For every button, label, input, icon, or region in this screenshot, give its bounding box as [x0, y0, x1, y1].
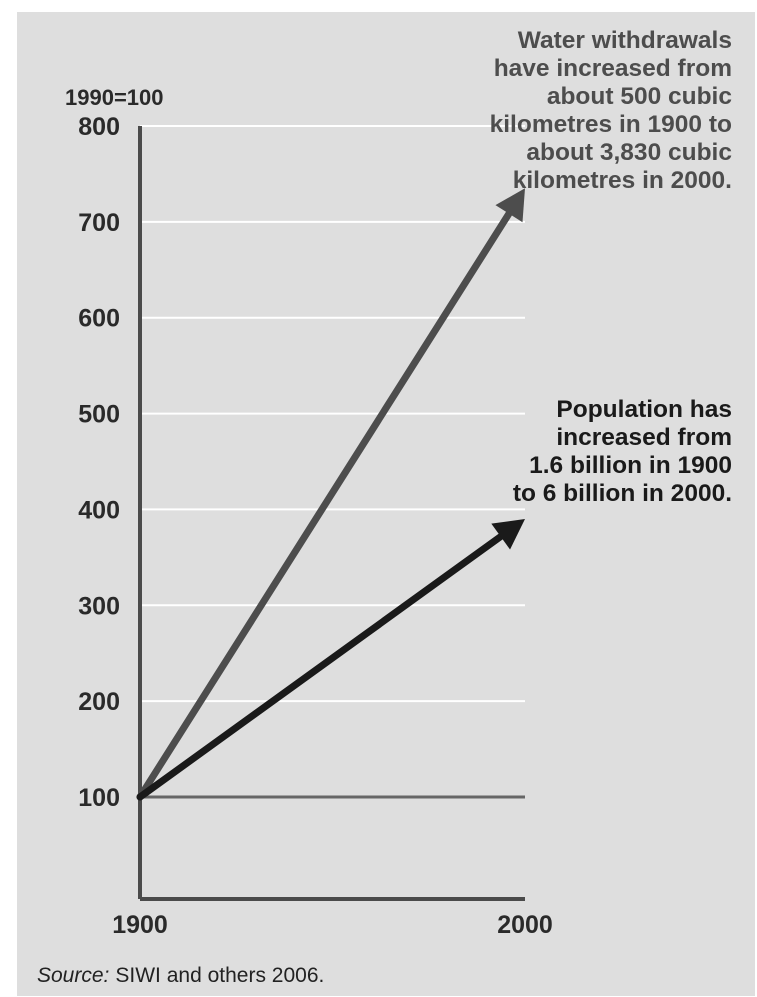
population-series-line	[136, 533, 505, 801]
source-label: Source:	[37, 964, 109, 987]
water-annotation-line: about 500 cubic	[547, 83, 732, 110]
index-base-label: 1990=100	[65, 85, 164, 110]
source-note: Source: SIWI and others 2006.	[37, 964, 324, 987]
population-annotation-line: 1.6 billion in 1900	[529, 452, 732, 479]
population-annotation: Population has increased from 1.6 billion …	[513, 396, 732, 507]
x-tick-1900: 1900	[112, 911, 168, 939]
y-tick-400: 400	[78, 496, 120, 524]
axes	[138, 126, 525, 901]
water-series-line	[136, 210, 513, 801]
chart-svg: 100 200 300 400 500 600 700 800 1900 2000 Water …	[37, 27, 732, 987]
population-annotation-line: increased from	[556, 424, 732, 451]
y-tick-800: 800	[78, 113, 120, 141]
gridlines	[140, 125, 525, 703]
water-annotation-line: have increased from	[494, 55, 732, 82]
x-tick-2000: 2000	[497, 911, 553, 939]
y-tick-700: 700	[78, 209, 120, 237]
series-arrows	[136, 188, 525, 801]
water-annotation: Water withdrawals have increased from abou…	[490, 27, 732, 194]
y-tick-labels: 100 200 300 400 500 600 700 800	[78, 113, 120, 812]
y-tick-500: 500	[78, 401, 120, 429]
population-annotation-line: Population has	[556, 396, 732, 423]
population-arrowhead	[491, 519, 525, 550]
water-annotation-line: kilometres in 1900 to	[490, 111, 732, 138]
source-text: SIWI and others 2006.	[115, 964, 324, 987]
y-tick-100: 100	[78, 784, 120, 812]
population-annotation-line: to 6 billion in 2000.	[513, 480, 732, 507]
annotations: Water withdrawals have increased from abou…	[490, 27, 732, 507]
y-tick-600: 600	[78, 305, 120, 333]
y-tick-300: 300	[78, 592, 120, 620]
x-tick-labels: 1900 2000	[112, 911, 553, 939]
water-annotation-line: kilometres in 2000.	[513, 167, 732, 194]
water-arrowhead	[495, 188, 525, 223]
water-annotation-line: Water withdrawals	[518, 27, 732, 54]
chart-panel: 100 200 300 400 500 600 700 800 1900 2000 Water …	[17, 12, 755, 996]
water-annotation-line: about 3,830 cubic	[526, 139, 732, 166]
y-tick-200: 200	[78, 688, 120, 716]
